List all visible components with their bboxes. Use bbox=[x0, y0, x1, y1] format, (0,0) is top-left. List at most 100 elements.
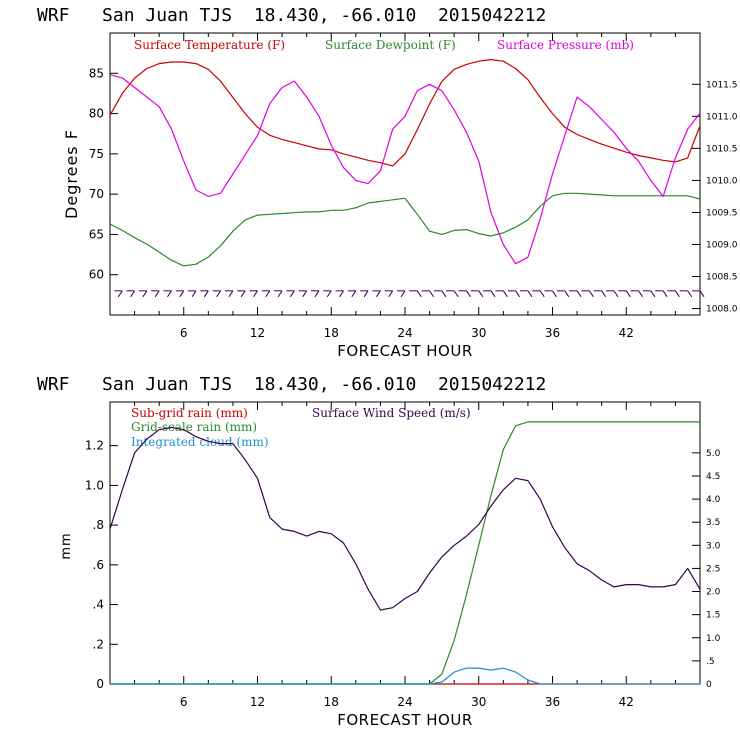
panel1-series-surface-dewpoint-f bbox=[109, 192, 701, 267]
panel2-ytick-label: .6 bbox=[93, 558, 104, 572]
wind-barb-feather bbox=[625, 290, 631, 298]
panel2-y2tick-label: 4.5 bbox=[706, 472, 720, 482]
panel2-y2tick-label: 3.5 bbox=[706, 518, 720, 528]
panel1-ytick-label: 85 bbox=[89, 66, 104, 80]
legend-surface-pressure: Surface Pressure (mb) bbox=[497, 38, 634, 52]
panel2-ytick-label: .2 bbox=[93, 637, 104, 651]
wind-barb-feather bbox=[441, 290, 447, 298]
panel2-ytick-label: 1.2 bbox=[85, 439, 104, 453]
panel2-y2tick-label: 2.0 bbox=[706, 588, 721, 598]
wind-barb-feather bbox=[675, 290, 680, 298]
panel1-xlabel: FORECAST HOUR bbox=[337, 342, 473, 360]
wind-barb-feather bbox=[302, 290, 308, 298]
wind-barb-feather bbox=[203, 290, 209, 298]
rain-wind-panel: WRF San Juan TJS 18.430, -66.010 2015042… bbox=[37, 374, 721, 729]
panel2-xtick-label: 42 bbox=[619, 695, 634, 709]
panel2-ytick-label: 0 bbox=[96, 677, 104, 691]
panel2-xtick-label: 36 bbox=[545, 695, 560, 709]
wind-barb-feather bbox=[478, 290, 484, 298]
legend-gridscale-rain: Grid-scale rain (mm) bbox=[131, 420, 257, 434]
wind-barb-feather bbox=[351, 290, 357, 298]
wind-barb-feather bbox=[339, 290, 344, 298]
wind-barb-feather bbox=[539, 290, 545, 298]
panel2-xtick-label: 30 bbox=[471, 695, 486, 709]
panel1-y2tick-label: 1010.0 bbox=[706, 176, 738, 186]
wind-barb-feather bbox=[502, 290, 508, 298]
panel1-ytick-label: 65 bbox=[89, 227, 104, 241]
panel1-xtick-label: 42 bbox=[619, 326, 634, 340]
panel2-xtick-label: 24 bbox=[397, 695, 412, 709]
wind-barb-feather bbox=[527, 290, 533, 298]
panel1-ytick-label: 80 bbox=[89, 107, 104, 121]
panel1-y2tick-label: 1010.5 bbox=[706, 144, 738, 154]
panel2-xtick-label: 12 bbox=[250, 695, 265, 709]
panel1-xtick-label: 24 bbox=[397, 326, 412, 340]
panel1-xtick-label: 6 bbox=[180, 326, 188, 340]
wind-barb-feather bbox=[277, 290, 283, 298]
wind-barb-feather bbox=[253, 290, 258, 298]
panel2-series-integrated-cloud-mm bbox=[110, 667, 700, 685]
wind-barbs bbox=[114, 290, 705, 298]
panel2-ytick-label: .4 bbox=[93, 598, 104, 612]
panel2-ytick-label: .8 bbox=[93, 518, 104, 532]
wind-barb-feather bbox=[552, 290, 557, 298]
panel1-ytick-label: 70 bbox=[89, 187, 104, 201]
panel1-title: WRF San Juan TJS 18.430, -66.010 2015042… bbox=[37, 5, 546, 26]
wind-barb-feather bbox=[564, 290, 570, 298]
panel1-y2tick-label: 1009.5 bbox=[706, 208, 738, 218]
panel2-ytick-label: 1.0 bbox=[85, 478, 104, 492]
wind-barb-feather bbox=[638, 290, 643, 298]
panel1-series-surface-pressure-mb bbox=[109, 74, 701, 265]
panel1-y2tick-label: 1009.0 bbox=[706, 241, 738, 251]
wind-barb-feather bbox=[453, 290, 459, 298]
panel1-ytick-label: 60 bbox=[89, 268, 104, 282]
wind-barb-feather bbox=[588, 290, 594, 298]
wind-barb-feather bbox=[363, 290, 369, 298]
wind-barb-feather bbox=[466, 290, 471, 298]
legend-subgrid-rain: Sub-grid rain (mm) bbox=[131, 406, 248, 420]
panel1-y2tick-label: 1008.5 bbox=[706, 273, 738, 283]
wind-barb-feather bbox=[216, 290, 222, 298]
panel1-y2tick-label: 1008.0 bbox=[706, 305, 738, 315]
panel1-xtick-label: 36 bbox=[545, 326, 560, 340]
wind-barb-feather bbox=[117, 290, 123, 298]
wind-barb-feather bbox=[326, 290, 332, 298]
legend-integrated-cloud: Integrated cloud (mm) bbox=[131, 435, 269, 449]
legend-surface-wind-speed: Surface Wind Speed (m/s) bbox=[312, 406, 471, 420]
wind-barb-feather bbox=[228, 290, 234, 298]
panel2-y2tick-label: 2.5 bbox=[706, 564, 720, 574]
wind-barb-feather bbox=[314, 290, 320, 298]
panel2-ylabel: mm bbox=[59, 532, 74, 559]
wind-barb-feather bbox=[687, 290, 693, 298]
wind-barb-feather bbox=[429, 290, 434, 298]
panel1-xtick-label: 12 bbox=[250, 326, 265, 340]
temperature-pressure-panel: WRF San Juan TJS 18.430, -66.010 2015042… bbox=[37, 5, 738, 360]
wind-barb-feather bbox=[265, 290, 271, 298]
panel1-series-surface-temperature-f bbox=[109, 58, 701, 167]
wind-barb-feather bbox=[289, 290, 295, 298]
wind-barb-feather bbox=[699, 290, 705, 298]
wind-barb-feather bbox=[388, 290, 394, 298]
wind-barb-feather bbox=[167, 290, 172, 298]
wind-barb-feather bbox=[376, 290, 381, 298]
panel2-xtick-label: 6 bbox=[180, 695, 188, 709]
panel1-y2tick-label: 1011.0 bbox=[706, 112, 738, 122]
wind-barb-feather bbox=[154, 290, 160, 298]
wind-barb-feather bbox=[662, 290, 668, 298]
legend-surface-dewpoint: Surface Dewpoint (F) bbox=[325, 38, 456, 52]
wind-barb-feather bbox=[130, 290, 135, 298]
wind-barb-feather bbox=[142, 290, 148, 298]
panel2-xtick-label: 18 bbox=[324, 695, 339, 709]
panel2-y2tick-label: 5.0 bbox=[706, 449, 721, 459]
panel2-series-grid-scale-rain-mm bbox=[110, 421, 700, 685]
wind-barb-feather bbox=[650, 290, 656, 298]
wind-barb-feather bbox=[191, 290, 197, 298]
panel1-y2tick-label: 1011.5 bbox=[706, 80, 738, 90]
wind-barb-feather bbox=[576, 290, 582, 298]
panel2-y2tick-label: 0 bbox=[706, 680, 712, 690]
panel2-y2tick-label: 4.0 bbox=[706, 495, 721, 505]
wind-barb-feather bbox=[179, 290, 185, 298]
wind-barb-feather bbox=[613, 290, 619, 298]
panel1-ylabel: Degrees F bbox=[62, 129, 81, 219]
